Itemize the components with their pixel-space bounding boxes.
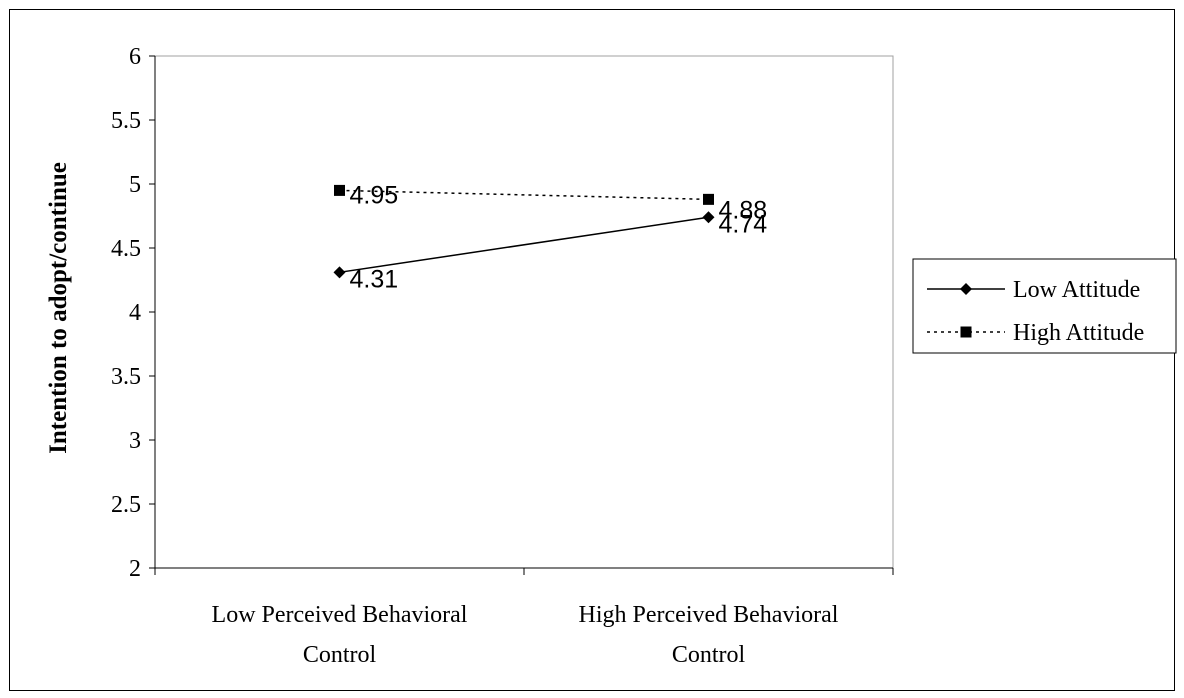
y-tick-label-2: 2 [129,556,141,582]
legend-marker-1 [960,326,972,338]
series-line-1 [339,189,709,201]
legend-box [912,258,1177,354]
series-1-data-label-1: 4.88 [719,196,768,224]
x-category-label-1-0: High Perceived Behavioral [579,602,839,628]
series-1-marker-1 [703,193,714,205]
legend-label-1: High Attitude [1013,320,1144,346]
y-tick-label-3.5: 3.5 [111,364,141,390]
plot-area [154,55,894,569]
x-category-label-0-0: Low Perceived Behavioral [212,602,468,628]
legend-label-0: Low Attitude [1013,277,1140,303]
y-tick-label-3: 3 [129,428,141,454]
series-0-data-label-1: 4.74 [719,210,768,238]
series-1-data-label-0: 4.95 [350,181,399,209]
y-tick-label-5: 5 [129,172,141,198]
series-0-marker-1 [702,211,715,224]
legend-marker-0 [960,283,972,295]
series-0-marker-0 [333,266,346,279]
x-category-label-1-1: Control [672,642,746,668]
series-line-0 [339,216,709,274]
series-0-data-label-0: 4.31 [350,265,399,293]
x-category-label-0-1: Control [303,642,377,668]
series-1-marker-0 [334,184,345,196]
y-tick-label-6: 6 [129,44,141,70]
y-tick-label-4: 4 [129,300,141,326]
y-axis-title: Intention to adopt/continue [45,162,72,454]
y-tick-label-4.5: 4.5 [111,236,141,262]
y-tick-label-5.5: 5.5 [111,108,141,134]
y-tick-label-2.5: 2.5 [111,492,141,518]
